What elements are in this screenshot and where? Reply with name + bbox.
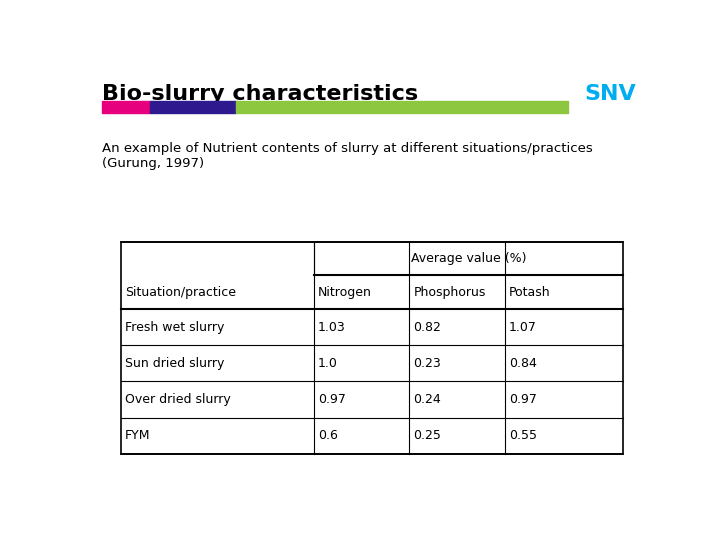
Text: 0.24: 0.24	[413, 393, 441, 406]
Bar	[102, 101, 150, 113]
Text: Phosphorus: Phosphorus	[413, 286, 486, 299]
Text: 0.6: 0.6	[318, 429, 338, 442]
Text: Over dried slurry: Over dried slurry	[125, 393, 230, 406]
Text: Average value (%): Average value (%)	[410, 252, 526, 265]
Text: 0.97: 0.97	[509, 393, 537, 406]
Text: 0.97: 0.97	[318, 393, 346, 406]
Text: 0.23: 0.23	[413, 357, 441, 370]
Bar	[236, 101, 568, 113]
Text: 1.03: 1.03	[318, 321, 346, 334]
Text: FYM: FYM	[125, 429, 150, 442]
Text: Situation/practice: Situation/practice	[125, 286, 235, 299]
Text: Fresh wet slurry: Fresh wet slurry	[125, 321, 224, 334]
Text: Nitrogen: Nitrogen	[318, 286, 372, 299]
Text: 0.25: 0.25	[413, 429, 441, 442]
Text: 0.82: 0.82	[413, 321, 441, 334]
Text: Sun dried slurry: Sun dried slurry	[125, 357, 224, 370]
Text: Potash: Potash	[509, 286, 551, 299]
Text: An example of Nutrient contents of slurry at different situations/practices
(Gur: An example of Nutrient contents of slurr…	[102, 141, 593, 170]
Text: 0.84: 0.84	[509, 357, 537, 370]
Bar	[150, 101, 236, 113]
Text: 1.07: 1.07	[509, 321, 537, 334]
Text: SNV: SNV	[584, 84, 636, 104]
Text: Bio-slurry characteristics: Bio-slurry characteristics	[102, 84, 418, 104]
Text: 0.55: 0.55	[509, 429, 537, 442]
Text: 1.0: 1.0	[318, 357, 338, 370]
